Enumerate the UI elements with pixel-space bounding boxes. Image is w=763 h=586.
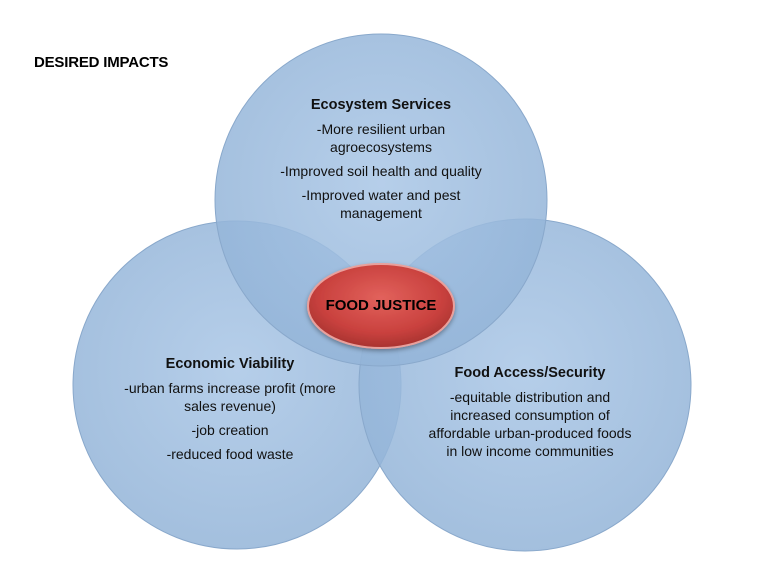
ecosystem-item: -Improved water and pest management [301, 187, 461, 221]
economic-item: -reduced food waste [166, 446, 294, 462]
food-access-heading: Food Access/Security [454, 365, 606, 381]
food-justice-label: FOOD JUSTICE [325, 296, 437, 314]
economic-viability-text: Economic Viability -urban farms increase… [110, 355, 350, 469]
ecosystem-item: -Improved soil health and quality [280, 163, 482, 179]
circle-top [214, 33, 548, 367]
economic-viability-heading: Economic Viability [165, 356, 295, 372]
economic-item: -job creation [191, 422, 269, 438]
food-access-item: -equitable distribution and increased co… [428, 389, 632, 459]
ecosystem-item: -More resilient urban agroecosystems [316, 121, 446, 155]
food-justice-ellipse [307, 263, 455, 349]
ecosystem-services-text: Ecosystem Services -More resilient urban… [256, 96, 506, 228]
ecosystem-services-heading: Ecosystem Services [310, 97, 452, 113]
economic-item: -urban farms increase profit (more sales… [124, 380, 336, 414]
food-access-text: Food Access/Security -equitable distribu… [424, 364, 636, 466]
page-title: DESIRED IMPACTS [34, 54, 169, 71]
